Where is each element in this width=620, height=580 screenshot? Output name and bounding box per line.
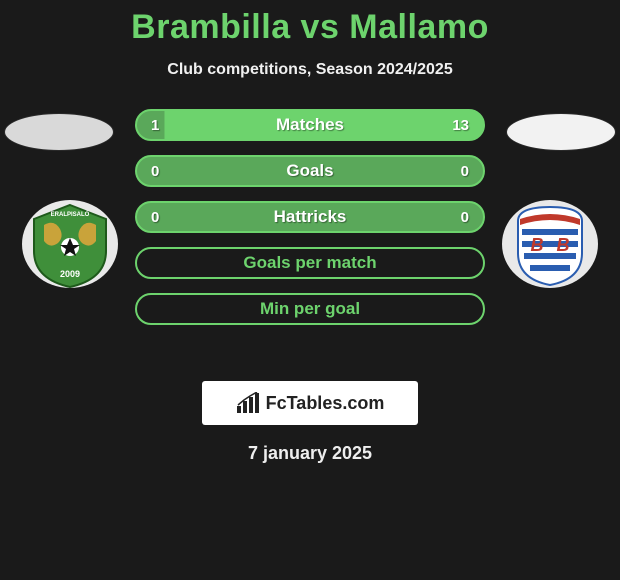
feralpisalo-icon: ERALPISALÒ 2009 <box>20 199 120 289</box>
svg-text:B: B <box>557 235 570 255</box>
stat-row-goals: 0 Goals 0 <box>135 155 485 187</box>
stat-label: Matches <box>276 115 344 135</box>
stat-row-min-per-goal: Min per goal <box>135 293 485 325</box>
page-title: Brambilla vs Mallamo <box>0 0 620 47</box>
stat-label: Goals per match <box>243 253 376 273</box>
stats-column: 1 Matches 13 0 Goals 0 0 Hattricks 0 Goa… <box>135 109 485 339</box>
club-badge-right: B B <box>500 199 600 289</box>
stat-left-value: 0 <box>151 163 159 180</box>
comparison-panel: ERALPISALÒ 2009 B B 1 Matches 13 0 Goals… <box>0 109 620 369</box>
bar-chart-icon <box>236 392 260 414</box>
stat-left-value: 1 <box>151 117 159 134</box>
stat-row-goals-per-match: Goals per match <box>135 247 485 279</box>
badge-left-text-top: ERALPISALÒ <box>51 210 90 218</box>
subtitle: Club competitions, Season 2024/2025 <box>0 61 620 79</box>
stat-label: Min per goal <box>260 299 360 319</box>
stat-row-hattricks: 0 Hattricks 0 <box>135 201 485 233</box>
site-logo: FcTables.com <box>202 381 418 425</box>
site-logo-text: FcTables.com <box>266 393 385 414</box>
club-badge-left: ERALPISALÒ 2009 <box>20 199 120 289</box>
striped-shield-icon: B B <box>500 199 600 289</box>
player-photo-placeholder-right <box>506 113 616 151</box>
badge-left-text-bottom: 2009 <box>60 269 80 279</box>
svg-text:B: B <box>531 235 544 255</box>
stat-right-value: 0 <box>461 209 469 226</box>
stat-right-value: 13 <box>452 117 469 134</box>
player-photo-placeholder-left <box>4 113 114 151</box>
stat-left-value: 0 <box>151 209 159 226</box>
stat-label: Hattricks <box>274 207 347 227</box>
stat-label: Goals <box>286 161 333 181</box>
stat-right-value: 0 <box>461 163 469 180</box>
stat-row-matches: 1 Matches 13 <box>135 109 485 141</box>
date-text: 7 january 2025 <box>0 443 620 464</box>
